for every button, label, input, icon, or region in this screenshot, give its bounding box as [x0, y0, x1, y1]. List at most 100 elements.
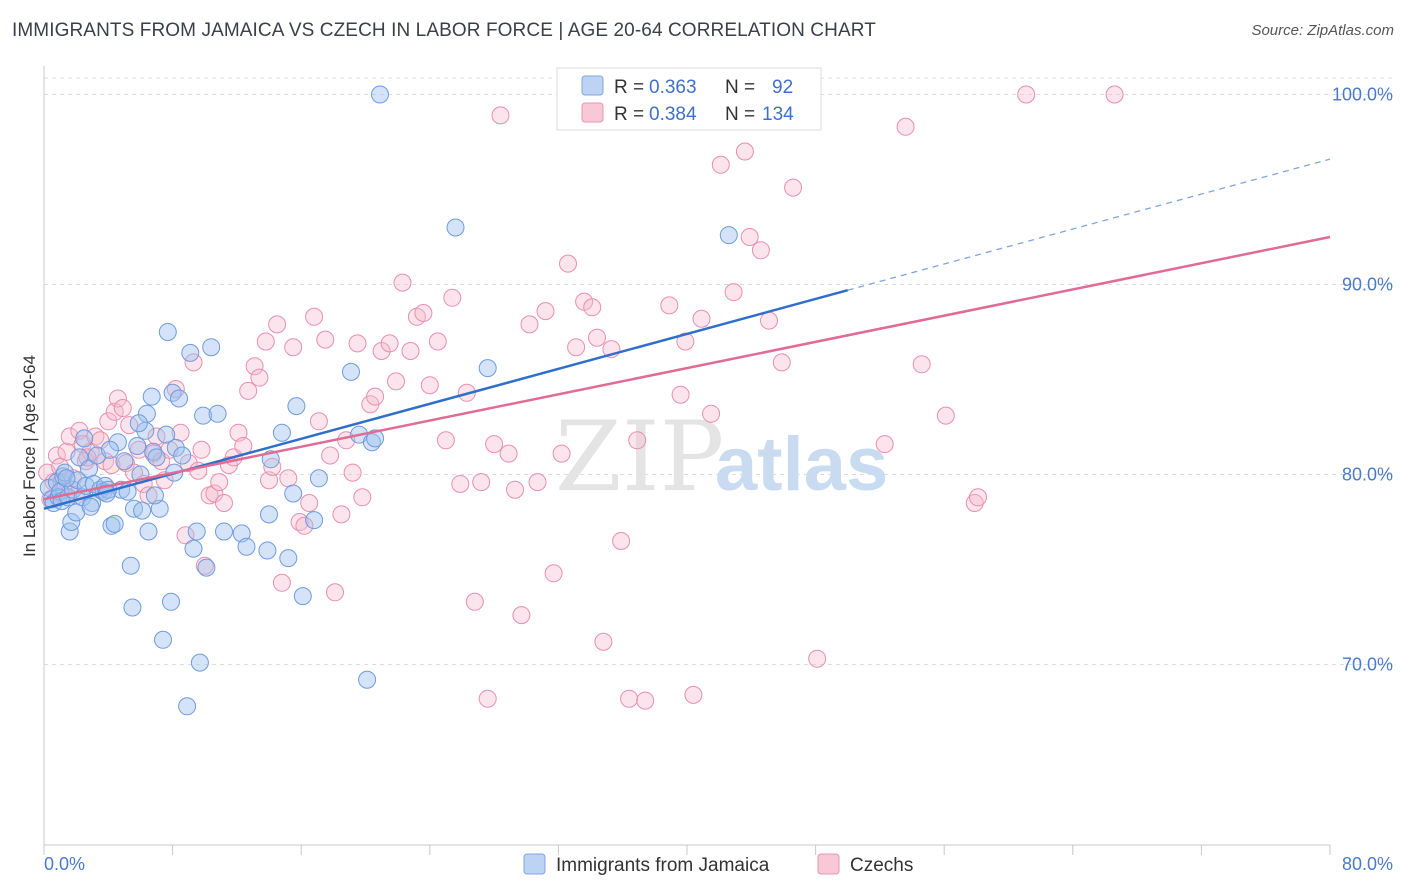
x-tick-label-start: 0.0% — [44, 854, 85, 874]
czechs-point-110 — [636, 691, 655, 710]
jamaica-point-70 — [279, 549, 298, 568]
czechs-point-67 — [332, 505, 351, 524]
czechs-point-58 — [284, 338, 303, 357]
czechs-point-71 — [353, 488, 372, 507]
jamaica-point-60 — [197, 558, 216, 577]
jamaica-point-33 — [121, 556, 140, 575]
jamaica-point-75 — [309, 469, 328, 488]
bottom-legend: Immigrants from Jamaica Czechs — [523, 853, 913, 876]
jamaica-point-83 — [478, 359, 497, 378]
czechs-point-53 — [260, 471, 278, 490]
czechs-point-125 — [808, 649, 827, 668]
czechs-point-98 — [544, 564, 563, 583]
jamaica-point-51 — [166, 438, 185, 457]
czechs-point-83 — [436, 431, 455, 450]
jamaica-point-45 — [150, 499, 169, 518]
jamaica-point-54 — [178, 697, 197, 716]
legend-r-label-2: R = — [614, 104, 644, 125]
czechs-point-63 — [309, 412, 328, 431]
czechs-point-128 — [912, 355, 931, 374]
czechs-point-100 — [559, 254, 577, 273]
legend-n-value-1: 92 — [772, 77, 793, 98]
czechs-point-60 — [295, 516, 314, 535]
jamaica-point-88 — [81, 497, 100, 516]
legend-n-label-2: N = — [725, 104, 755, 125]
czechs-point-103 — [583, 298, 602, 317]
czechs-point-35 — [176, 526, 195, 545]
czechs-point-50 — [245, 357, 264, 376]
jamaica-point-49 — [162, 592, 180, 611]
x-tick-label-end: 80.0% — [1342, 854, 1393, 874]
czechs-point-130 — [965, 494, 984, 512]
bottom-legend-swatch-czechs — [817, 853, 840, 875]
czechs-point-77 — [393, 273, 412, 292]
jamaica-point-58 — [190, 653, 209, 672]
czechs-point-69 — [343, 463, 362, 482]
jamaica-point-66 — [258, 541, 277, 560]
czechs-point-75 — [380, 334, 399, 353]
czechs-point-76 — [387, 372, 405, 391]
czechs-point-82 — [428, 332, 447, 351]
legend-r-value-2: 0.384 — [649, 104, 697, 125]
czechs-point-51 — [250, 368, 269, 387]
czechs-point-73 — [366, 387, 385, 406]
jamaica-point-76 — [342, 362, 360, 381]
czechs-point-66 — [326, 583, 344, 602]
jamaica-point-61 — [202, 338, 221, 357]
czechs-point-94 — [512, 606, 531, 625]
czechs-point-116 — [702, 404, 721, 423]
legend-swatch-jamaica — [581, 75, 604, 96]
czechs-point-84 — [443, 288, 462, 307]
bottom-legend-swatch-jamaica — [523, 853, 546, 875]
y-tick-label-2: 90.0% — [1342, 275, 1393, 295]
jamaica-point-48 — [158, 323, 177, 341]
czechs-point-104 — [588, 328, 606, 347]
jamaica-point-84 — [719, 226, 738, 245]
jamaica-point-82 — [446, 218, 465, 237]
czechs-point-120 — [740, 228, 759, 246]
czechs-point-21 — [113, 399, 132, 417]
jamaica-point-72 — [287, 397, 306, 416]
czechs-point-27 — [139, 486, 158, 505]
czechs-point-89 — [478, 689, 497, 708]
bottom-legend-label-czechs: Czechs — [850, 855, 913, 876]
watermark: ZIP atlas — [555, 401, 888, 513]
czechs-point-56 — [272, 573, 291, 592]
legend-n-label-1: N = — [725, 77, 755, 98]
jamaica-point-69 — [272, 423, 291, 442]
jamaica-point-86 — [100, 440, 119, 459]
czechs-point-115 — [692, 309, 711, 328]
legend-swatch-czechs — [581, 102, 604, 123]
jamaica-point-57 — [187, 522, 206, 541]
czechs-point-101 — [567, 338, 586, 357]
jamaica-point-43 — [144, 442, 163, 461]
jamaica-point-34 — [123, 598, 142, 617]
czechs-point-61 — [300, 494, 319, 512]
czechs-point-54 — [263, 457, 282, 476]
jamaica-point-78 — [358, 670, 377, 689]
czechs-point-93 — [506, 480, 524, 499]
bottom-legend-label-jamaica: Immigrants from Jamaica — [556, 855, 770, 876]
czechs-point-39 — [192, 440, 211, 459]
czechs-point-87 — [465, 592, 484, 611]
watermark-zip: ZIP — [555, 401, 724, 513]
czechs-point-57 — [279, 469, 298, 488]
czechs-point-97 — [536, 302, 555, 321]
czechs-point-44 — [215, 494, 233, 512]
y-tick-label-1: 80.0% — [1342, 465, 1393, 485]
czechs-point-132 — [1017, 85, 1036, 104]
czechs-point-129 — [936, 406, 955, 425]
trend-lines — [43, 158, 1331, 510]
czechs-point-52 — [256, 332, 275, 351]
jamaica-point-90 — [145, 486, 164, 505]
czechs-point-111 — [660, 296, 679, 315]
czechs-point-114 — [684, 685, 703, 704]
y-axis-label: In Labor Force | Age 20-64 — [20, 355, 39, 557]
czechs-point-3 — [47, 446, 66, 465]
legend: R = 0.363 N = 92 R = 0.384 N = 134 — [556, 67, 822, 131]
czechs-point-131 — [969, 488, 987, 507]
czechs-point-81 — [420, 376, 439, 395]
jamaica-point-73 — [293, 587, 312, 606]
czechs-point-117 — [711, 155, 730, 174]
